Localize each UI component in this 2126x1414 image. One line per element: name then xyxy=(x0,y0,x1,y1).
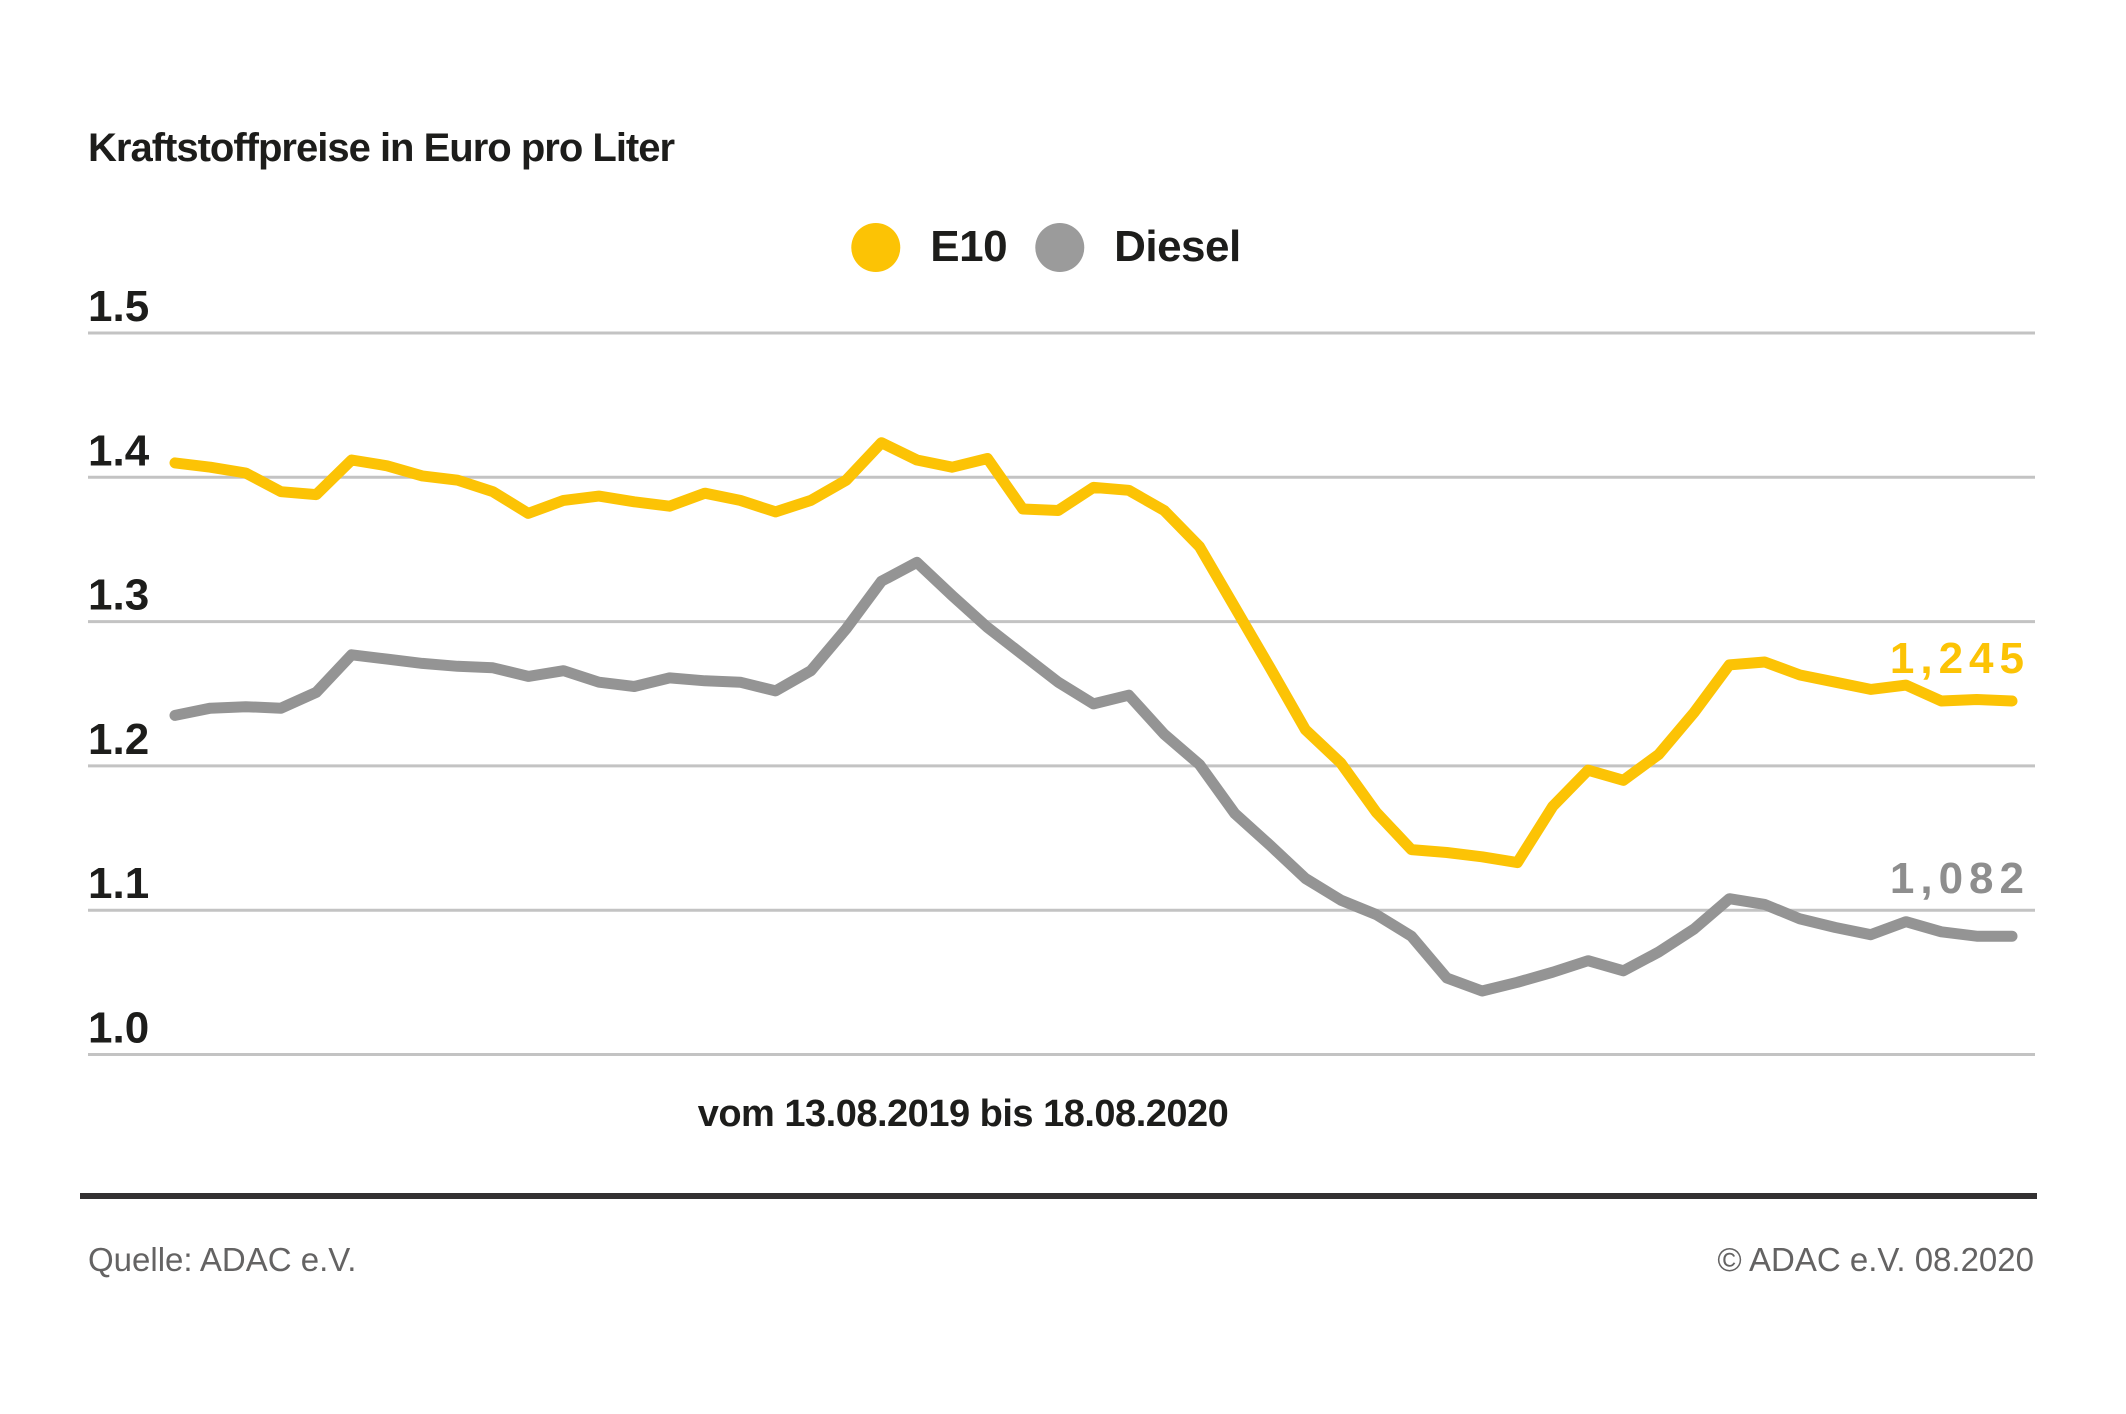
x-axis-label: vom 13.08.2019 bis 18.08.2020 xyxy=(697,1093,1229,1135)
legend-label-diesel: Diesel xyxy=(1114,222,1241,271)
e10-value-label: 1,245 xyxy=(1890,634,2030,683)
diesel-value-label: 1,082 xyxy=(1890,854,2030,903)
page-title: Kraftstoffpreise in Euro pro Liter xyxy=(88,125,675,170)
diesel-line xyxy=(169,556,2018,997)
copyright-text: © ADAC e.V. 08.2020 xyxy=(1717,1241,2034,1278)
e10-line xyxy=(169,437,2018,869)
y-axis-tick-label: 1.0 xyxy=(88,1004,149,1053)
legend-label-e10: E10 xyxy=(930,222,1008,271)
legend: E10 Diesel xyxy=(851,222,1241,272)
y-axis-tick-label: 1.5 xyxy=(88,282,149,331)
y-axis-tick-label: 1.1 xyxy=(88,859,149,908)
y-axis-tick-label: 1.2 xyxy=(88,715,149,764)
legend-item-diesel: Diesel xyxy=(1035,222,1241,272)
legend-item-e10: E10 xyxy=(851,222,1008,272)
footer-divider xyxy=(80,1193,2037,1199)
e10-legend-dot-icon xyxy=(851,222,901,272)
y-axis-tick-label: 1.3 xyxy=(88,571,149,620)
diesel-legend-dot-icon xyxy=(1035,222,1085,272)
y-axis-tick-label: 1.4 xyxy=(88,426,150,475)
source-text: Quelle: ADAC e.V. xyxy=(88,1241,357,1278)
